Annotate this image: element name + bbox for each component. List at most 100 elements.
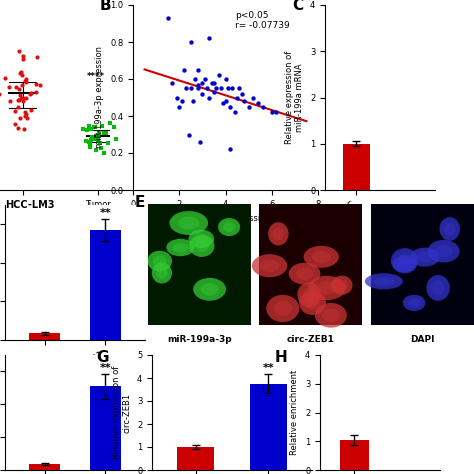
Point bbox=[27, 106, 35, 113]
Point bbox=[17, 91, 24, 99]
Y-axis label: miR-199a-3p expression: miR-199a-3p expression bbox=[95, 46, 104, 148]
Point bbox=[22, 75, 30, 82]
Ellipse shape bbox=[417, 252, 433, 263]
Point bbox=[99, 123, 106, 130]
Point bbox=[187, 38, 195, 46]
Point bbox=[180, 66, 188, 73]
Y-axis label: Relative expression of
circ-ZEB1: Relative expression of circ-ZEB1 bbox=[112, 366, 131, 459]
Point bbox=[231, 109, 238, 116]
Text: G: G bbox=[96, 350, 109, 365]
Point bbox=[18, 68, 25, 76]
Point bbox=[26, 90, 34, 98]
Point bbox=[95, 134, 102, 142]
Point bbox=[87, 140, 94, 148]
Ellipse shape bbox=[223, 222, 235, 232]
Ellipse shape bbox=[299, 291, 326, 315]
Point bbox=[238, 90, 246, 98]
Point bbox=[18, 81, 26, 89]
Text: circ-ZEB1: circ-ZEB1 bbox=[287, 335, 335, 344]
Ellipse shape bbox=[403, 295, 426, 311]
Ellipse shape bbox=[260, 259, 279, 272]
Point bbox=[85, 138, 92, 146]
Point bbox=[100, 129, 108, 137]
Point bbox=[95, 129, 102, 137]
Text: B: B bbox=[100, 0, 111, 13]
Ellipse shape bbox=[169, 211, 208, 235]
Ellipse shape bbox=[218, 218, 240, 236]
Point bbox=[206, 94, 213, 101]
Point bbox=[194, 81, 201, 88]
Text: **: ** bbox=[100, 208, 111, 218]
Point bbox=[90, 136, 98, 143]
Ellipse shape bbox=[305, 296, 320, 310]
Point bbox=[194, 66, 201, 73]
Bar bbox=[259, 204, 362, 325]
Ellipse shape bbox=[303, 246, 339, 268]
Point bbox=[189, 98, 197, 105]
Point bbox=[113, 135, 120, 143]
Point bbox=[18, 72, 26, 79]
Point bbox=[11, 120, 19, 128]
Point bbox=[169, 79, 176, 86]
Point bbox=[110, 124, 118, 131]
Ellipse shape bbox=[444, 222, 456, 236]
Point bbox=[201, 75, 209, 83]
Bar bbox=[177, 447, 214, 470]
Point bbox=[33, 54, 40, 61]
Point bbox=[254, 99, 262, 107]
Point bbox=[19, 53, 27, 60]
Ellipse shape bbox=[311, 251, 331, 263]
Text: p<0.05
r= -0.07739: p<0.05 r= -0.07739 bbox=[235, 10, 290, 30]
Ellipse shape bbox=[331, 275, 353, 295]
Point bbox=[14, 104, 22, 111]
Ellipse shape bbox=[428, 240, 460, 263]
Point bbox=[212, 84, 220, 92]
Point bbox=[240, 98, 248, 105]
Point bbox=[210, 88, 218, 96]
Point bbox=[15, 96, 23, 104]
Point bbox=[87, 136, 95, 144]
Point bbox=[106, 119, 113, 127]
Ellipse shape bbox=[427, 275, 450, 301]
Point bbox=[83, 127, 91, 134]
Point bbox=[103, 129, 110, 137]
Text: C: C bbox=[292, 0, 303, 13]
Bar bbox=[343, 144, 370, 190]
Point bbox=[22, 110, 30, 118]
Ellipse shape bbox=[365, 273, 403, 290]
Point bbox=[17, 94, 24, 102]
Point bbox=[16, 69, 24, 77]
Ellipse shape bbox=[336, 280, 348, 291]
Ellipse shape bbox=[322, 309, 340, 322]
Point bbox=[12, 83, 20, 91]
Point bbox=[20, 55, 27, 63]
Ellipse shape bbox=[397, 254, 412, 268]
Ellipse shape bbox=[153, 255, 166, 267]
Point bbox=[94, 137, 101, 145]
Y-axis label: Relative enrichment: Relative enrichment bbox=[291, 370, 300, 455]
Ellipse shape bbox=[173, 243, 188, 252]
Ellipse shape bbox=[296, 268, 313, 280]
Point bbox=[182, 84, 190, 92]
Ellipse shape bbox=[432, 281, 445, 295]
Point bbox=[85, 122, 93, 130]
Bar bbox=[90, 230, 121, 340]
Ellipse shape bbox=[289, 263, 320, 284]
Ellipse shape bbox=[147, 251, 172, 272]
Point bbox=[194, 84, 201, 92]
Point bbox=[210, 79, 218, 86]
Point bbox=[33, 88, 40, 95]
Point bbox=[20, 125, 28, 133]
Bar bbox=[371, 204, 474, 325]
Ellipse shape bbox=[308, 276, 346, 300]
Point bbox=[86, 143, 94, 151]
Bar bbox=[340, 440, 369, 470]
Text: ****: **** bbox=[87, 72, 105, 81]
Point bbox=[98, 144, 105, 151]
Point bbox=[91, 123, 98, 131]
Point bbox=[173, 94, 181, 101]
Point bbox=[100, 149, 107, 157]
Point bbox=[22, 79, 29, 86]
Point bbox=[6, 83, 13, 91]
Point bbox=[94, 131, 101, 138]
